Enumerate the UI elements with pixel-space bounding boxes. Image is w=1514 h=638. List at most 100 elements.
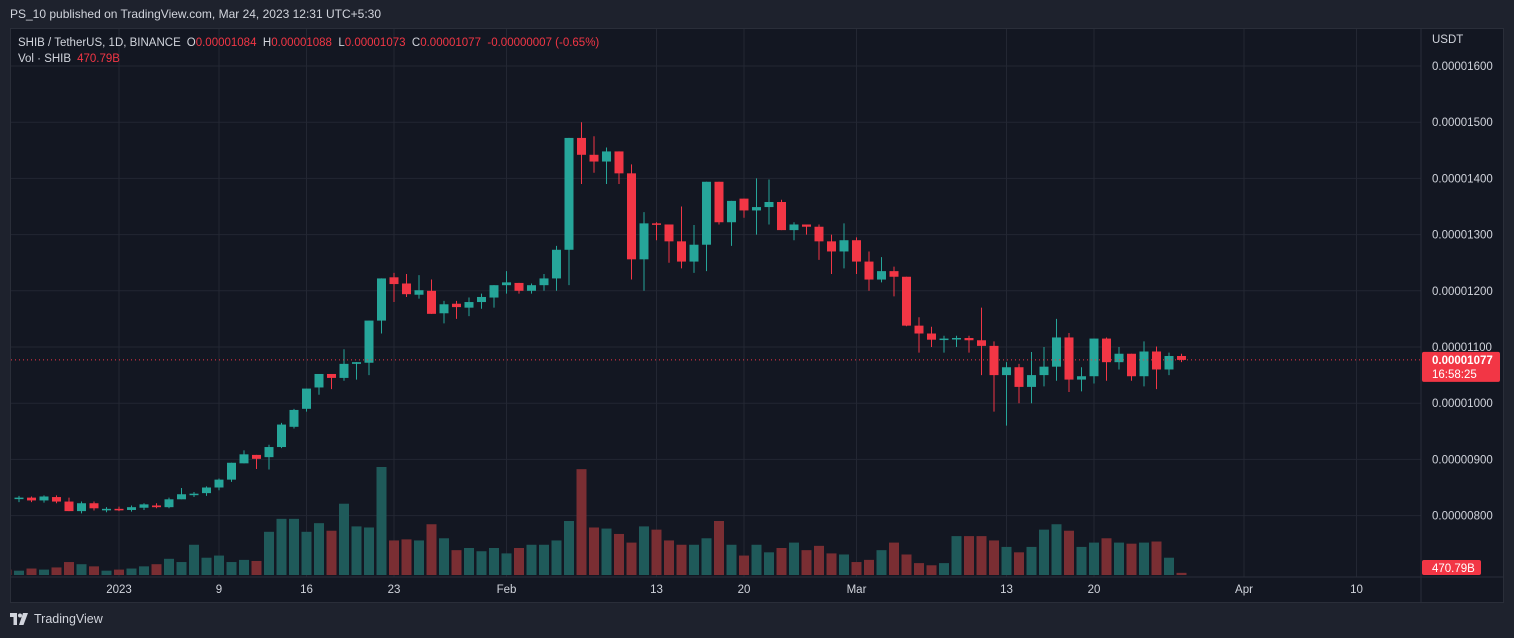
volume-bar[interactable] xyxy=(526,544,537,575)
volume-bar[interactable] xyxy=(989,540,999,575)
volume-bar[interactable] xyxy=(239,559,249,575)
volume-bar[interactable] xyxy=(1039,529,1049,575)
candle-body[interactable] xyxy=(752,207,761,211)
candle-body[interactable] xyxy=(214,479,224,488)
candle-body[interactable] xyxy=(964,338,974,341)
candle-body[interactable] xyxy=(239,454,249,464)
volume-bar[interactable] xyxy=(489,548,499,575)
volume-bar[interactable] xyxy=(476,551,487,575)
volume-bar[interactable] xyxy=(976,536,987,575)
volume-bar[interactable] xyxy=(14,570,24,575)
candle-body[interactable] xyxy=(489,285,499,298)
volume-bar[interactable] xyxy=(639,526,649,575)
volume-bar[interactable] xyxy=(351,526,362,575)
candle-body[interactable] xyxy=(777,202,786,231)
volume-label[interactable]: Vol · SHIB xyxy=(18,53,72,65)
volume-bar[interactable] xyxy=(1089,542,1099,575)
candle-body[interactable] xyxy=(189,493,199,496)
candle-body[interactable] xyxy=(127,507,136,510)
candle-body[interactable] xyxy=(1039,366,1049,376)
volume-bar[interactable] xyxy=(589,527,599,575)
volume-bar[interactable] xyxy=(101,570,112,575)
volume-bar[interactable] xyxy=(1164,557,1174,575)
candle-body[interactable] xyxy=(814,226,824,242)
candle-body[interactable] xyxy=(939,338,949,341)
volume-bar[interactable] xyxy=(664,540,674,575)
volume-bar[interactable] xyxy=(1064,530,1074,575)
candle-body[interactable] xyxy=(789,224,799,231)
volume-bar[interactable] xyxy=(539,544,549,575)
volume-bar[interactable] xyxy=(1151,541,1162,575)
candle-body[interactable] xyxy=(464,302,474,308)
candle-body[interactable] xyxy=(739,198,749,211)
volume-bar[interactable] xyxy=(751,544,762,575)
volume-bar[interactable] xyxy=(339,503,349,575)
candle-body[interactable] xyxy=(839,240,849,252)
candle-body[interactable] xyxy=(827,241,836,252)
volume-bar[interactable] xyxy=(689,544,699,575)
candle-body[interactable] xyxy=(14,497,24,500)
volume-bar[interactable] xyxy=(126,568,137,575)
volume-bar[interactable] xyxy=(414,540,424,575)
volume-bar[interactable] xyxy=(739,555,749,575)
candle-body[interactable] xyxy=(102,508,111,511)
volume-bar[interactable] xyxy=(1001,546,1012,575)
volume-bar[interactable] xyxy=(826,553,837,575)
volume-bar[interactable] xyxy=(164,558,174,575)
candle-body[interactable] xyxy=(439,304,449,314)
volume-bar[interactable] xyxy=(1051,524,1062,575)
candle-body[interactable] xyxy=(1014,367,1024,387)
volume-bar[interactable] xyxy=(26,568,37,575)
candle-body[interactable] xyxy=(502,282,511,286)
candle-body[interactable] xyxy=(1102,338,1111,363)
tradingview-brand[interactable]: TradingView xyxy=(10,612,103,626)
candle-body[interactable] xyxy=(1064,337,1074,380)
volume-bar[interactable] xyxy=(176,562,187,575)
candle-body[interactable] xyxy=(802,224,811,227)
candle-body[interactable] xyxy=(1114,353,1124,363)
candle-body[interactable] xyxy=(614,151,624,174)
chart-canvas[interactable]: 0.00000800 0.00000900 0.00001000 0.00001100… xyxy=(11,29,1503,602)
volume-bar[interactable] xyxy=(676,544,687,575)
volume-bar[interactable] xyxy=(389,540,399,575)
candle-body[interactable] xyxy=(1027,375,1036,387)
candle-body[interactable] xyxy=(39,496,49,501)
volume-bar[interactable] xyxy=(876,550,887,575)
candle-body[interactable] xyxy=(27,497,36,501)
candle-body[interactable] xyxy=(77,503,86,512)
candle-body[interactable] xyxy=(302,388,311,409)
volume-bar[interactable] xyxy=(851,562,862,575)
candle-body[interactable] xyxy=(514,282,524,291)
candle-body[interactable] xyxy=(314,373,324,388)
volume-bar[interactable] xyxy=(1126,543,1137,575)
candle-body[interactable] xyxy=(989,345,999,376)
volume-bar[interactable] xyxy=(364,527,374,575)
candle-body[interactable] xyxy=(177,494,186,500)
volume-bar[interactable] xyxy=(1176,572,1187,575)
volume-bar[interactable] xyxy=(76,564,87,575)
candle-body[interactable] xyxy=(1164,355,1174,370)
candle-body[interactable] xyxy=(914,325,924,334)
volume-bar[interactable] xyxy=(1014,552,1024,575)
candle-body[interactable] xyxy=(689,244,699,262)
volume-bar[interactable] xyxy=(314,523,324,575)
volume-bar[interactable] xyxy=(576,469,587,575)
volume-bar[interactable] xyxy=(39,569,49,575)
volume-bar[interactable] xyxy=(789,542,799,575)
candle-body[interactable] xyxy=(389,277,399,285)
volume-bar[interactable] xyxy=(914,563,924,575)
volume-bar[interactable] xyxy=(226,562,237,575)
volume-bar[interactable] xyxy=(651,529,662,575)
volume-bar[interactable] xyxy=(714,521,724,575)
candle-body[interactable] xyxy=(1177,355,1186,360)
candle-body[interactable] xyxy=(539,278,549,286)
candle-body[interactable] xyxy=(627,173,636,260)
volume-bar[interactable] xyxy=(1101,538,1112,575)
candle-body[interactable] xyxy=(339,363,349,378)
candle-body[interactable] xyxy=(252,454,261,459)
volume-bar[interactable] xyxy=(889,542,899,575)
candle-body[interactable] xyxy=(652,223,661,225)
symbol-label[interactable]: SHIB / TetherUS, 1D, BINANCE xyxy=(18,37,181,49)
candle-body[interactable] xyxy=(64,501,74,512)
volume-bar[interactable] xyxy=(439,538,449,575)
